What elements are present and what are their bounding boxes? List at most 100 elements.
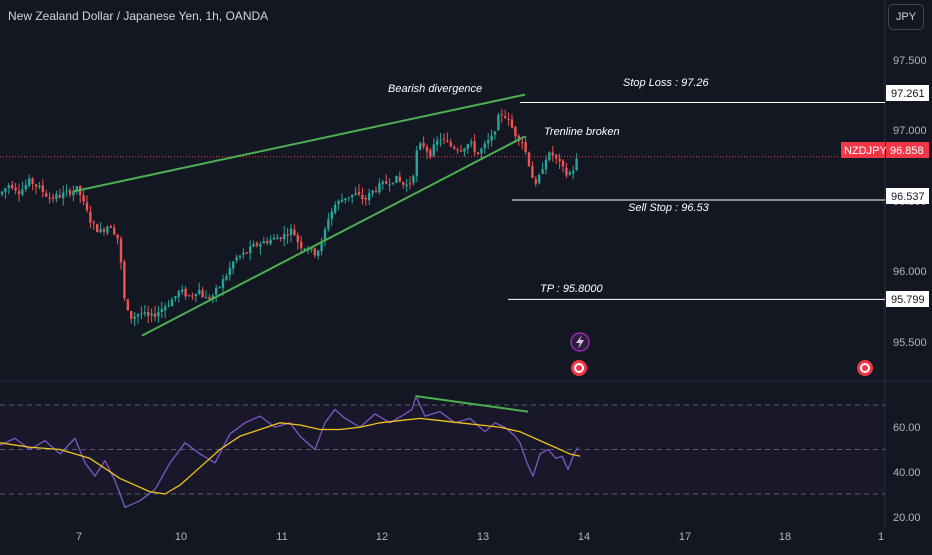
candle-body: [102, 229, 106, 232]
sell-stop-label: Sell Stop : 96.53: [628, 202, 710, 214]
candle-body: [432, 144, 435, 156]
candle-body: [92, 222, 95, 224]
time-tick: 1: [878, 531, 884, 543]
candle-body: [221, 279, 225, 288]
candle-body: [538, 175, 541, 184]
sell-stop-axis-label: 96.537: [891, 191, 925, 203]
price-tick: 97.000: [893, 125, 927, 137]
candle-body: [181, 289, 184, 292]
take-profit-label: TP : 95.8000: [540, 283, 603, 295]
candle-body: [218, 286, 221, 288]
rsi-divergence-line[interactable]: [415, 395, 529, 413]
tp-axis-label: 95.799: [891, 294, 925, 306]
candle-body: [459, 150, 463, 152]
candle-body: [555, 154, 558, 159]
candle-body: [153, 313, 157, 317]
time-tick: 13: [477, 531, 489, 543]
candle-body: [425, 146, 429, 152]
candle-body: [337, 200, 340, 205]
candle-body: [551, 152, 554, 156]
candle-body: [521, 141, 524, 143]
lightning-event-icon[interactable]: [570, 332, 590, 352]
candle-body: [456, 149, 459, 151]
candle-body: [133, 316, 136, 319]
candle-body: [378, 183, 381, 193]
candle-body: [269, 239, 272, 244]
candle-body: [0, 191, 4, 195]
candle-body: [504, 116, 507, 118]
candle-body: [194, 293, 197, 297]
candle-body: [544, 159, 548, 170]
candle-body: [364, 197, 367, 200]
candle-body: [344, 198, 347, 200]
candle-body: [510, 119, 514, 128]
candle-body: [476, 152, 480, 154]
candle-body: [174, 296, 177, 299]
candle-body: [38, 185, 41, 188]
symbol-badge-label: NZDJPY: [844, 145, 887, 157]
candle-body: [575, 158, 578, 171]
candle-body: [201, 290, 204, 298]
candle-body: [232, 261, 235, 269]
candle-body: [11, 184, 14, 189]
candle-body: [517, 135, 520, 141]
candle-body: [143, 312, 146, 314]
candle-body: [249, 246, 252, 254]
candle-body: [453, 146, 456, 149]
candle-body: [500, 114, 503, 116]
candle-body: [446, 140, 449, 142]
candle-body: [215, 287, 218, 295]
candle-body: [279, 237, 282, 240]
candle-body: [398, 176, 401, 182]
news-event-icon[interactable]: [571, 360, 587, 376]
candle-body: [184, 288, 187, 297]
news-event-icon[interactable]: [857, 360, 873, 376]
candle-body: [65, 190, 68, 192]
candle-body: [463, 148, 466, 152]
candle-body: [296, 235, 299, 242]
candle-body: [164, 306, 167, 311]
candle-body: [255, 243, 259, 246]
currency-button[interactable]: JPY: [888, 4, 924, 30]
candle-body: [507, 118, 510, 120]
rsi-tick: 20.00: [893, 512, 921, 524]
candle-body: [7, 185, 10, 189]
candle-body: [534, 178, 537, 184]
candle-body: [351, 194, 354, 198]
candle-body: [252, 244, 255, 247]
candle-body: [72, 191, 75, 196]
rsi-line: [0, 395, 579, 509]
rsi-tick: 40.00: [893, 467, 921, 479]
candle-body: [541, 169, 544, 174]
candle-body: [119, 238, 123, 263]
time-tick: 14: [578, 531, 590, 543]
candle-body: [276, 237, 279, 240]
candle-body: [412, 175, 415, 184]
candle-body: [75, 186, 78, 192]
candle-body: [436, 140, 439, 145]
candle-body: [96, 224, 99, 233]
stop-loss-label: Stop Loss : 97.26: [623, 77, 709, 89]
rsi-ma-line: [0, 417, 581, 495]
candle-body: [548, 152, 551, 161]
bearish-divergence-label: Bearish divergence: [388, 83, 482, 95]
candle-body: [113, 227, 116, 235]
candle-body: [330, 211, 333, 220]
candle-body: [429, 150, 432, 157]
candle-body: [466, 144, 469, 149]
trendline-lower[interactable]: [141, 135, 526, 337]
trendline-upper[interactable]: [72, 93, 526, 193]
candle-body: [272, 237, 276, 240]
candle-body: [354, 193, 357, 195]
candle-body: [68, 190, 72, 195]
candle-body: [147, 312, 150, 316]
candle-body: [167, 305, 170, 307]
candle-body: [514, 126, 517, 137]
candle-body: [24, 184, 27, 190]
candle-body: [123, 261, 126, 299]
candle-body: [497, 115, 500, 131]
stop-loss-axis-box: [886, 85, 929, 101]
candle-body: [357, 191, 361, 195]
